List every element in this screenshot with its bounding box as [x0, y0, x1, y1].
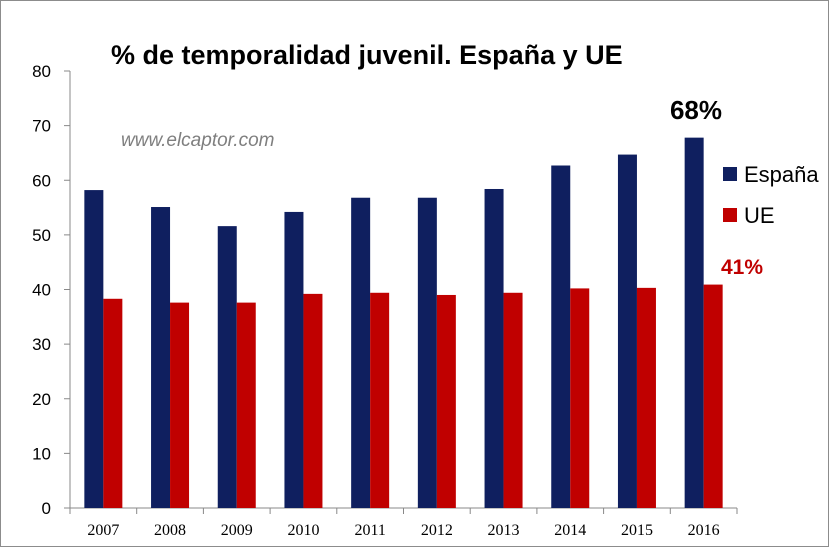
legend-swatch-ue: [723, 208, 737, 222]
x-tick-label: 2010: [287, 522, 319, 539]
y-tick-label: 0: [42, 499, 51, 518]
x-axis: 2007 2008 2009 2010 2011 2012 2013 2014 2015 2016: [69, 507, 738, 539]
legend: España UE: [723, 162, 819, 228]
bar-espana-2013: [484, 188, 504, 509]
bar-espana-2016: [684, 137, 704, 508]
bar-espana-2009: [217, 226, 237, 508]
bar-ue-2007: [103, 298, 123, 508]
y-tick-label: 70: [32, 117, 51, 136]
bar-espana-2010: [284, 211, 304, 508]
y-axis: 0 10 20 30 40 50 60 70 80: [32, 62, 71, 518]
y-tick-label: 60: [32, 171, 51, 190]
bar-ue-2015: [636, 287, 656, 508]
bar-espana-2014: [551, 165, 571, 508]
x-tick-label: 2015: [621, 522, 653, 539]
bar-ue-2008: [170, 302, 190, 508]
bar-ue-2014: [570, 288, 590, 508]
bar-ue-2016: [703, 284, 723, 508]
x-tick-label: 2009: [221, 522, 253, 539]
bar-espana-2007: [84, 190, 104, 508]
bars: [84, 137, 723, 509]
y-tick-label: 40: [32, 281, 51, 300]
y-tick-label: 50: [32, 226, 51, 245]
bar-ue-2013: [503, 292, 523, 508]
chart-title: % de temporalidad juvenil. España y UE: [111, 40, 623, 70]
x-tick-label: 2012: [421, 522, 453, 539]
bar-ue-2012: [436, 294, 456, 508]
annotation-espana-68: 68%: [670, 95, 722, 125]
legend-label-ue: UE: [744, 203, 775, 228]
bar-ue-2011: [370, 292, 390, 508]
bar-espana-2011: [351, 197, 371, 509]
bar-espana-2012: [417, 197, 437, 509]
y-tick-label: 30: [32, 335, 51, 354]
bar-espana-2015: [617, 154, 637, 509]
x-tick-label: 2007: [87, 522, 119, 539]
legend-swatch-espana: [723, 167, 737, 181]
y-tick-label: 20: [32, 390, 51, 409]
bar-ue-2009: [236, 302, 256, 508]
annotation-ue-41: 41%: [721, 256, 763, 279]
bar-espana-2008: [151, 207, 171, 509]
bar-ue-2010: [303, 293, 323, 508]
watermark: www.elcaptor.com: [121, 130, 274, 151]
x-tick-label: 2013: [488, 522, 520, 539]
y-tick-label: 80: [32, 62, 51, 81]
y-tick-label: 10: [32, 444, 51, 463]
x-tick-label: 2016: [688, 522, 720, 539]
x-tick-label: 2014: [554, 522, 586, 539]
x-tick-label: 2008: [154, 522, 186, 539]
legend-label-espana: España: [744, 162, 819, 187]
x-tick-label: 2011: [354, 522, 385, 539]
